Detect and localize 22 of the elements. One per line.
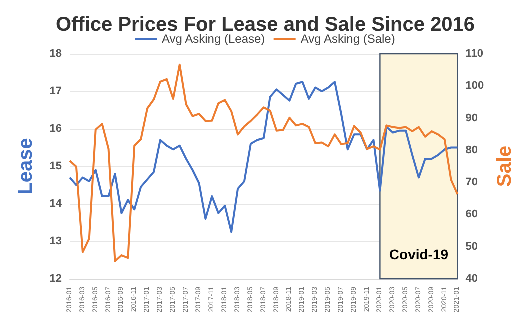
y-tick-label: 13 <box>50 236 62 248</box>
y-tick-label: 14 <box>50 198 63 210</box>
y2-tick-label: 40 <box>466 273 478 285</box>
y2-tick-label: 70 <box>466 176 478 189</box>
y2-tick-label: 100 <box>466 80 484 92</box>
line-series <box>69 64 459 262</box>
y-tick-label: 12 <box>50 273 62 285</box>
line-series <box>69 81 459 234</box>
legend-label: Avg Asking (Lease) <box>162 32 266 46</box>
y2-tick-label: 110 <box>466 48 484 60</box>
y2-tick-label: 60 <box>466 208 478 221</box>
band-label: Covid-19 <box>389 246 449 263</box>
y-axis-title: Lease <box>15 138 37 195</box>
y-tick-label: 15 <box>50 160 62 172</box>
y2-tick-label: 80 <box>466 144 478 156</box>
y-tick-label: 16 <box>50 123 62 135</box>
y2-tick-label: 50 <box>466 240 478 253</box>
y2-tick-label: 90 <box>466 112 478 124</box>
y2-axis-title: Sale <box>494 146 516 188</box>
y-tick-label: 17 <box>50 86 62 98</box>
legend-label: Avg Asking (Sale) <box>300 32 396 46</box>
y-tick-label: 18 <box>50 48 62 60</box>
